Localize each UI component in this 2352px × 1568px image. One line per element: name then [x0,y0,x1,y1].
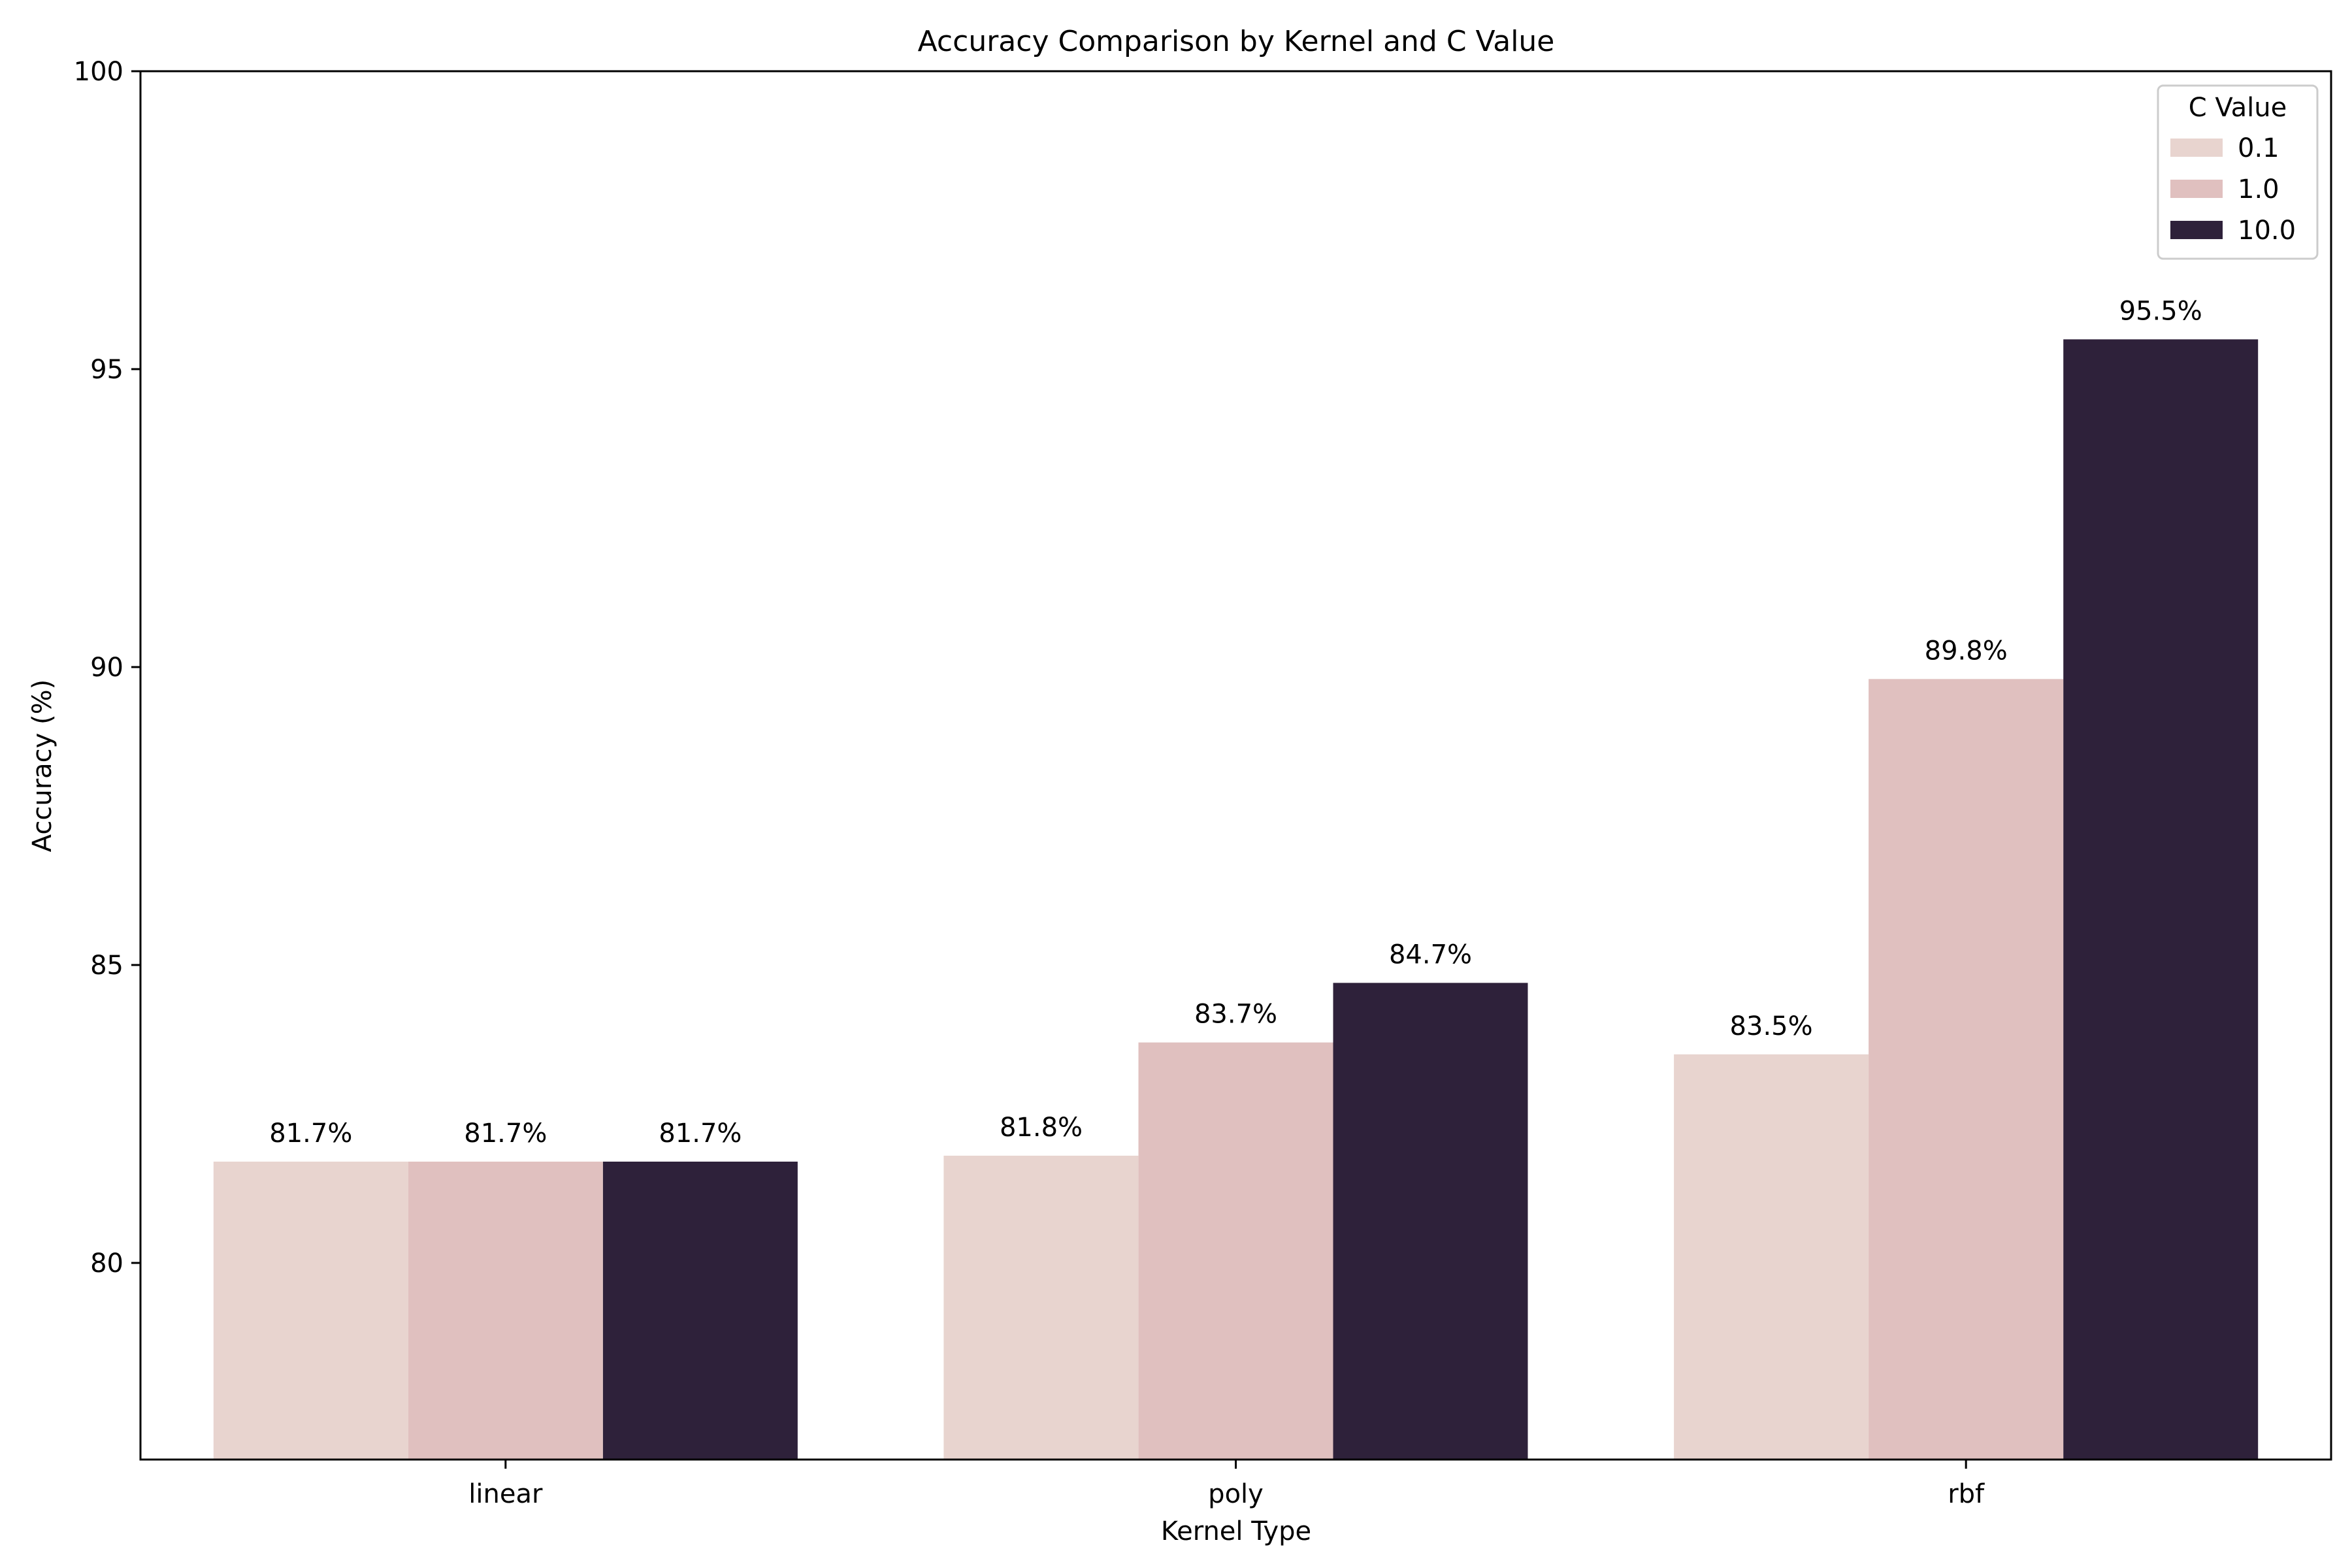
x-axis: linear poly rbf [468,1460,1985,1509]
legend-title: C Value [2189,93,2287,123]
bar-rbf-c0.1 [1674,1054,1869,1460]
y-tick-label: 90 [90,653,123,683]
bar-value-label: 81.8% [1000,1113,1083,1143]
bar-rbf-c10.0 [2063,339,2259,1460]
y-axis-label: Accuracy (%) [27,679,57,853]
chart-title: Accuracy Comparison by Kernel and C Valu… [918,25,1555,58]
bar-poly-c1.0 [1138,1042,1333,1460]
y-tick-label: 80 [90,1249,123,1279]
bar-value-label: 81.7% [269,1119,352,1149]
legend-entry-label: 1.0 [2238,174,2279,204]
bar-value-label: 83.5% [1730,1011,1813,1041]
x-tick-label: poly [1208,1479,1264,1509]
bar-poly-c10.0 [1333,983,1528,1460]
bar-value-label: 81.7% [464,1119,547,1149]
legend-box [2157,84,2319,260]
legend-items: 0.1 1.0 10.0 [2170,133,2296,246]
y-tick-label: 100 [74,57,123,87]
y-tick-label: 85 [90,951,123,981]
bar-value-label: 83.7% [1194,1000,1277,1030]
bar-labels-group: 81.7% 81.8% 83.5% 81.7% 83.7% 89.8% 81.7% 84.7%… [269,296,2202,1149]
legend-swatch-0.1 [2170,139,2223,157]
x-axis-label: Kernel Type [1161,1516,1311,1546]
bar-linear-c1.0 [408,1162,603,1460]
bar-value-label: 84.7% [1389,939,1472,970]
bars-group [213,339,2259,1460]
legend-entry-label: 10.0 [2238,216,2296,246]
bar-value-label: 81.7% [659,1119,742,1149]
bar-linear-c0.1 [213,1162,408,1460]
legend-swatch-10.0 [2170,221,2223,239]
x-tick-label: rbf [1948,1479,1985,1509]
x-tick-label: linear [468,1479,543,1509]
bar-rbf-c1.0 [1869,679,2064,1460]
bar-poly-c0.1 [943,1155,1139,1460]
bar-value-label: 95.5% [2119,296,2202,326]
legend-entry-label: 0.1 [2238,133,2279,163]
y-axis: 80 85 90 95 100 [74,57,140,1279]
y-tick-label: 95 [90,355,123,385]
bar-linear-c10.0 [602,1162,798,1460]
legend-swatch-1.0 [2170,180,2223,198]
bar-value-label: 89.8% [1925,636,2008,666]
legend: C Value 0.1 1.0 10.0 [2157,84,2319,260]
